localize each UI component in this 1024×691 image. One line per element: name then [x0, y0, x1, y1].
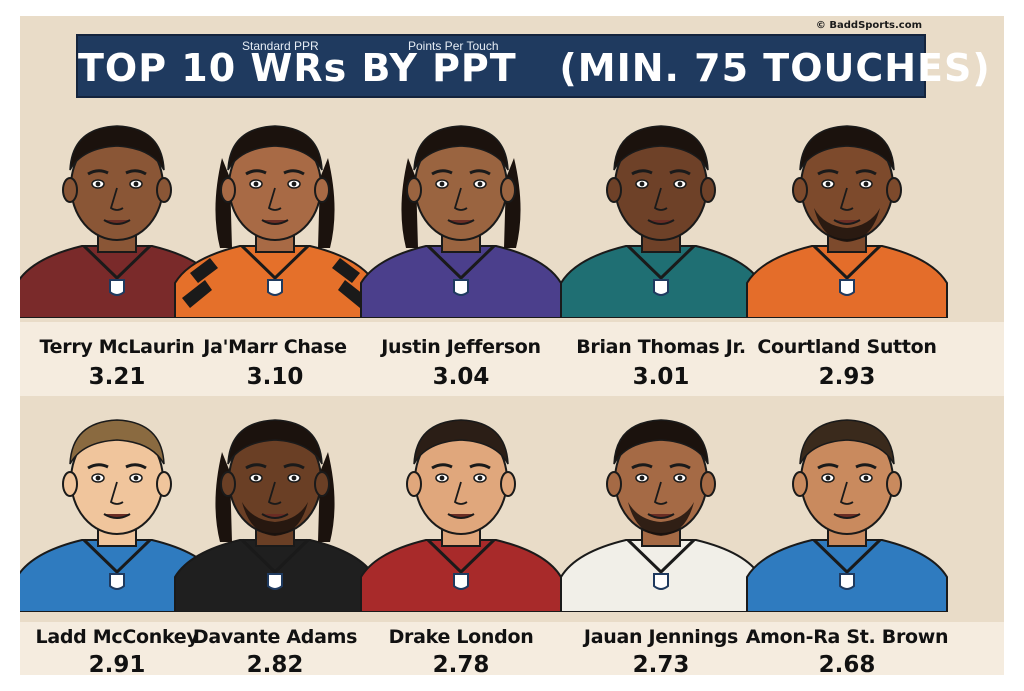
player-card: Justin Jefferson 3.04	[356, 108, 566, 408]
label-band-top	[20, 322, 1004, 396]
page-title: TOP 10 WRs BY PPT (MIN. 75 TOUCHES)	[78, 46, 991, 90]
player-name: Davante Adams	[192, 626, 358, 648]
credit-text: © BaddSports.com	[815, 20, 922, 31]
player-ppt-value: 2.73	[632, 652, 690, 675]
player-portrait	[746, 419, 948, 612]
player-name: Drake London	[388, 626, 534, 648]
label-band-bottom	[20, 622, 1004, 675]
player-name: Ladd McConkey	[35, 626, 199, 648]
player-card: Jauan Jennings 2.73	[556, 402, 766, 675]
player-card: Brian Thomas Jr. 3.01	[556, 108, 766, 408]
player-card: Ja'Marr Chase 3.10	[170, 108, 380, 408]
player-portrait	[20, 419, 218, 612]
player-ppt-value: 3.21	[88, 364, 146, 390]
title-banner: Standard PPR Points Per Touch TOP 10 WRs…	[76, 34, 991, 98]
player-ppt-value: 3.01	[632, 364, 690, 390]
player-card: Amon-Ra St. Brown 2.68	[742, 402, 952, 675]
player-name: Terry McLaurin	[39, 336, 195, 358]
player-name: Jauan Jennings	[583, 626, 739, 648]
player-portrait	[360, 419, 562, 612]
player-portrait	[560, 419, 762, 612]
player-ppt-value: 2.93	[818, 364, 876, 390]
player-name: Amon-Ra St. Brown	[745, 626, 949, 648]
subtitle-standard-ppr: Standard PPR	[242, 39, 319, 53]
player-ppt-value: 2.91	[88, 652, 146, 675]
player-portrait	[560, 125, 762, 318]
player-card: Drake London 2.78	[356, 402, 566, 675]
player-name: Ja'Marr Chase	[203, 336, 347, 358]
player-name: Courtland Sutton	[757, 336, 937, 358]
player-card: Davante Adams 2.82	[170, 402, 380, 675]
subtitle-points-per-touch: Points Per Touch	[408, 39, 499, 53]
player-card: Terry McLaurin 3.21	[20, 108, 222, 408]
player-portrait	[174, 419, 376, 612]
player-ppt-value: 3.04	[432, 364, 490, 390]
player-card: Courtland Sutton 2.93	[742, 108, 952, 408]
player-name: Brian Thomas Jr.	[576, 336, 746, 358]
player-ppt-value: 3.10	[246, 364, 304, 390]
player-ppt-value: 2.68	[818, 652, 876, 675]
player-ppt-value: 2.78	[432, 652, 490, 675]
infographic-card: © BaddSports.com Standard PPR Points Per…	[20, 16, 1004, 675]
player-portrait	[174, 125, 376, 318]
player-portrait	[20, 125, 218, 318]
player-name: Justin Jefferson	[381, 336, 541, 358]
player-portrait	[746, 125, 948, 318]
player-card: Ladd McConkey 2.91	[20, 402, 222, 675]
player-ppt-value: 2.82	[246, 652, 304, 675]
player-portrait	[360, 125, 562, 318]
